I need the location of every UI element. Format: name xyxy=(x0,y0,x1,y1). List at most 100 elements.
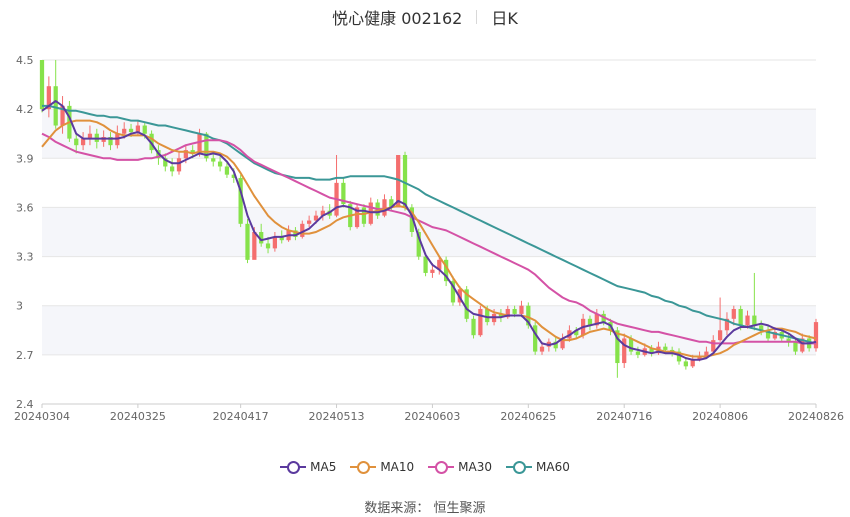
candlestick-chart: 2.4 2.7 3 3.3 3.6 3.9 4.2 4.5 20240304 20240325 20… xyxy=(14,54,844,423)
candle-body xyxy=(444,259,449,282)
candle-body xyxy=(46,86,51,110)
candle-body xyxy=(279,236,284,241)
candle-body xyxy=(293,230,298,237)
candle-body xyxy=(635,351,641,355)
candle-body xyxy=(526,305,531,326)
candle-body xyxy=(512,308,517,314)
grid-band xyxy=(42,305,816,355)
data-source: 数据来源： 恒生聚源 xyxy=(364,501,486,516)
candle-body xyxy=(731,308,736,319)
legend-label-ma10: MA10 xyxy=(380,460,415,474)
candle-body xyxy=(533,325,538,352)
candle-body xyxy=(697,356,702,360)
candle-body xyxy=(560,338,565,349)
candle-body xyxy=(39,60,45,110)
candle-body xyxy=(197,133,202,154)
legend-marker-ma30 xyxy=(428,460,455,474)
candle-body xyxy=(108,136,113,146)
candle-body xyxy=(217,161,223,167)
legend-marker-ma10 xyxy=(350,460,377,474)
grid-band xyxy=(42,207,816,257)
chart-header: 悦心健康 002162 日K xyxy=(0,4,850,30)
candle-body xyxy=(272,236,278,249)
candle-body xyxy=(313,215,319,221)
legend-item-ma5[interactable]: MA5 xyxy=(280,460,336,474)
period-label[interactable]: 日K xyxy=(491,9,518,28)
candle-body xyxy=(437,259,442,270)
candle-body xyxy=(402,155,408,208)
y-tick-label: 3.9 xyxy=(16,152,34,165)
candle-body xyxy=(690,359,695,367)
candle-body xyxy=(60,105,65,126)
legend-marker-ma60 xyxy=(506,460,533,474)
x-tick-label: 20240806 xyxy=(692,410,748,423)
candle-body xyxy=(320,210,325,216)
candle-body xyxy=(622,338,627,364)
candle-body xyxy=(793,341,798,352)
candle-body xyxy=(759,325,764,331)
candle-body xyxy=(430,269,435,273)
candle-body xyxy=(128,128,134,133)
candle-body xyxy=(231,174,236,178)
x-tick-label: 20240603 xyxy=(404,410,460,423)
candle-body xyxy=(389,199,394,208)
legend-item-ma30[interactable]: MA30 xyxy=(428,460,492,474)
candle-body xyxy=(354,207,360,228)
candle-body xyxy=(423,256,428,273)
candle-body xyxy=(772,331,778,339)
candle-body xyxy=(628,338,634,352)
chart-legend: MA5 MA10 MA30 MA60 xyxy=(0,457,850,477)
candle-body xyxy=(450,281,456,303)
candle-body xyxy=(265,243,271,249)
chart-title: 悦心健康 002162 xyxy=(332,9,463,28)
candle-body xyxy=(485,308,490,323)
y-tick-label: 3 xyxy=(16,300,23,313)
x-tick-label: 20240417 xyxy=(213,410,269,423)
candle-body xyxy=(813,322,819,349)
y-tick-label: 2.4 xyxy=(16,398,34,411)
x-tick-label: 20240826 xyxy=(788,410,844,423)
x-tick-label: 20240325 xyxy=(110,410,166,423)
candle-body xyxy=(711,340,716,352)
title-separator xyxy=(476,10,478,24)
series-line-ma10 xyxy=(41,119,817,358)
candle-body xyxy=(245,223,250,260)
legend-item-ma60[interactable]: MA60 xyxy=(506,460,570,474)
candle-body xyxy=(170,166,175,172)
candle-body xyxy=(87,133,93,139)
y-tick-label: 2.7 xyxy=(16,349,34,362)
candle-body xyxy=(190,150,195,154)
candle-body xyxy=(259,232,264,244)
candle-body xyxy=(738,308,743,326)
candle-body xyxy=(539,346,545,352)
candle-body xyxy=(122,128,127,134)
candle-body xyxy=(382,199,387,216)
candle-body xyxy=(74,138,79,146)
candle-body xyxy=(800,338,805,352)
series-line-ma5 xyxy=(41,100,817,361)
candle-body xyxy=(587,318,593,326)
candle-body xyxy=(300,223,305,237)
x-tick-label: 20240716 xyxy=(596,410,652,423)
candle-body xyxy=(224,166,230,175)
candle-body xyxy=(163,158,168,167)
legend-marker-ma5 xyxy=(280,460,307,474)
candle-body xyxy=(553,341,558,349)
x-tick-label: 20240304 xyxy=(14,410,70,423)
candle-body xyxy=(183,150,188,159)
candle-body xyxy=(704,351,709,357)
candle-body xyxy=(594,313,599,326)
y-tick-label: 4.2 xyxy=(16,103,34,116)
candle-body xyxy=(142,125,147,134)
legend-item-ma10[interactable]: MA10 xyxy=(350,460,414,474)
candle-body xyxy=(498,313,504,318)
candle-body xyxy=(717,330,723,341)
candle-body xyxy=(149,133,154,151)
candle-body xyxy=(786,338,791,342)
candle-body xyxy=(683,361,688,367)
candle-body xyxy=(745,315,750,326)
y-tick-label: 3.3 xyxy=(16,251,34,264)
x-tick-label: 20240513 xyxy=(309,410,365,423)
candle-body xyxy=(361,207,367,224)
candle-body xyxy=(307,220,312,224)
